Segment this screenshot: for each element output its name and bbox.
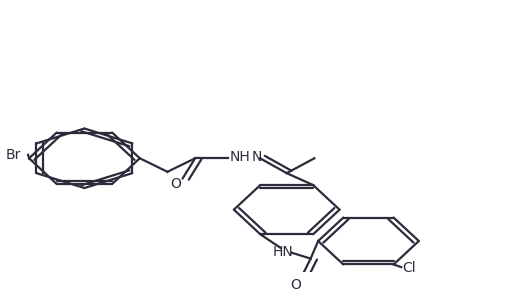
- Text: Cl: Cl: [402, 262, 416, 276]
- Text: HN: HN: [272, 245, 293, 259]
- Text: N: N: [251, 150, 262, 164]
- Text: O: O: [289, 278, 300, 291]
- Text: O: O: [170, 177, 181, 191]
- Text: Br: Br: [6, 148, 21, 162]
- Text: NH: NH: [229, 150, 249, 164]
